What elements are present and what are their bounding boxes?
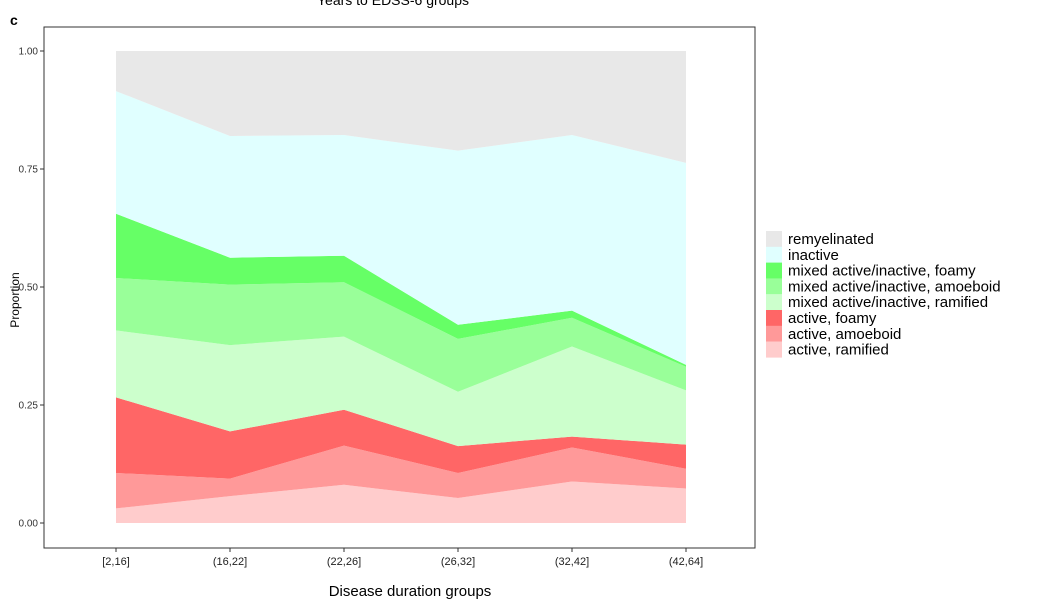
x-axis: [2,16] (16,22] (22,26] (26,32] (32,42] (42,64…	[102, 548, 703, 568]
y-tick-label: 1.00	[19, 47, 39, 58]
legend-label: mixed active/inactive, amoeboid	[788, 278, 1001, 295]
legend-label: mixed active/inactive, ramified	[788, 294, 988, 311]
y-tick-label: 0.75	[19, 165, 39, 176]
legend-swatch	[766, 325, 782, 342]
legend-label: mixed active/inactive, foamy	[788, 263, 976, 280]
legend-label: active, amoeboid	[788, 326, 901, 343]
legend-swatch	[766, 246, 782, 263]
x-tick-label: (22,26]	[327, 556, 361, 568]
area-active-ramified	[116, 481, 686, 523]
legend-label: active, ramified	[788, 342, 889, 359]
legend-swatch	[766, 341, 782, 358]
legend-swatch	[766, 294, 782, 311]
y-axis: 0.00 0.25 0.50 0.75 1.00	[19, 47, 44, 530]
area-inactive	[116, 91, 686, 365]
x-tick-label: (32,42]	[555, 556, 589, 568]
legend-label: remyelinated	[788, 231, 874, 248]
x-tick-label: (16,22]	[213, 556, 247, 568]
x-tick-label: (42,64]	[669, 556, 703, 568]
y-tick-label: 0.00	[19, 519, 39, 530]
y-tick-label: 0.50	[19, 283, 39, 294]
area-mixed-active-inactive-ramified	[116, 330, 686, 447]
y-axis-title: Proportion	[8, 272, 22, 327]
legend-swatch	[766, 310, 782, 326]
x-tick-label: [2,16]	[102, 556, 130, 568]
legend-swatch	[766, 262, 782, 279]
x-axis-title: Disease duration groups	[329, 583, 492, 600]
area-remyelinated	[116, 51, 686, 163]
chart-title: Years to EDSS-6 groups	[317, 0, 469, 8]
panel-label: c	[10, 12, 18, 28]
area-active-foamy	[116, 397, 686, 479]
legend-label: inactive	[788, 247, 839, 264]
area-mixed-active-inactive-amoeboid	[116, 278, 686, 392]
y-tick-label: 0.25	[19, 401, 39, 412]
area-active-amoeboid	[116, 445, 686, 509]
legend-swatch	[766, 231, 782, 247]
legend-label: active, foamy	[788, 310, 877, 327]
x-tick-label: (26,32]	[441, 556, 475, 568]
area-layers	[116, 51, 686, 523]
legend-swatch	[766, 278, 782, 295]
